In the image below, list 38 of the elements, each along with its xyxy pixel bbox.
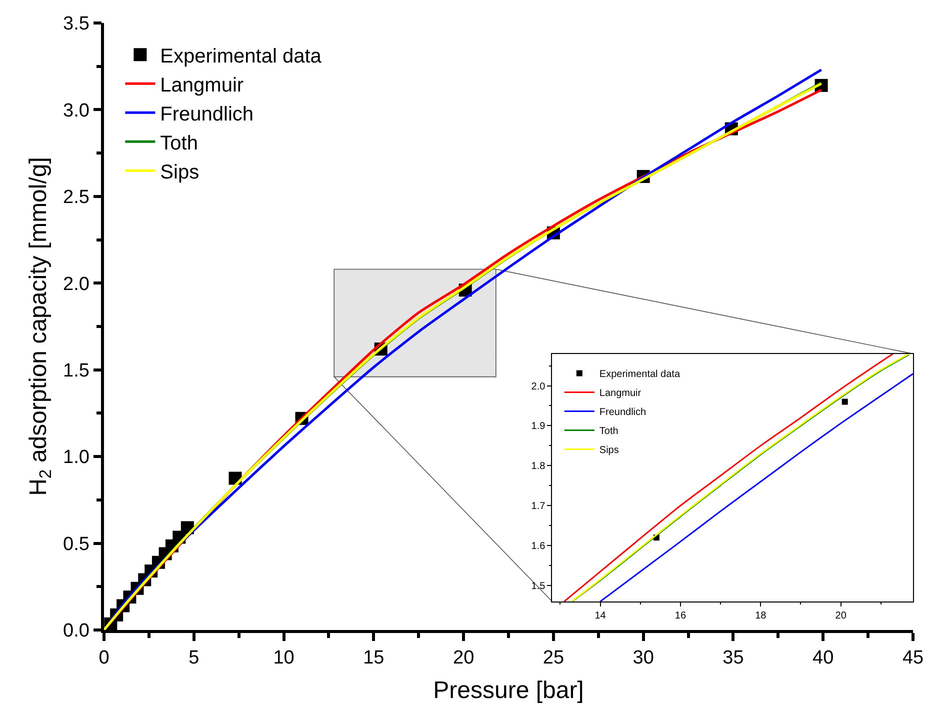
legend-label: Toth (160, 132, 198, 154)
x-tick-label: 25 (542, 648, 564, 669)
x-tick-label: 30 (632, 648, 654, 669)
y-tick-label: 3.0 (63, 100, 90, 122)
y-tick-label: 2.0 (531, 381, 546, 392)
legend-label: Experimental data (160, 45, 322, 68)
x-tick-label: 15 (363, 648, 384, 669)
legend-label: Toth (599, 426, 618, 438)
legend-label: Sips (160, 161, 200, 184)
x-tick-label: 0 (98, 648, 110, 669)
legend-label: Langmuir (599, 388, 642, 400)
x-axis-title: Pressure [bar] (433, 676, 584, 704)
y-tick-label: 1.6 (531, 541, 546, 552)
x-tick-label: 20 (835, 610, 847, 622)
x-tick-label: 14 (594, 610, 606, 622)
x-tick-label: 5 (188, 648, 200, 669)
legend-label: Freundlich (160, 103, 254, 126)
x-tick-label: 40 (812, 648, 834, 669)
x-tick-label: 45 (902, 648, 924, 669)
y-tick-label: 1.0 (63, 447, 90, 468)
x-tick-label: 20 (452, 648, 474, 669)
y-tick-label: 1.5 (63, 360, 90, 382)
legend-label: Experimental data (599, 369, 680, 380)
x-tick-label: 10 (273, 648, 294, 669)
y-tick-label: 1.9 (531, 421, 546, 432)
y-tick-label: 0.5 (63, 534, 90, 555)
legend-label: Langmuir (160, 74, 244, 96)
y-tick-label: 1.7 (531, 501, 546, 512)
y-tick-label: 2.0 (63, 274, 90, 295)
y-tick-label: 0.0 (63, 620, 90, 642)
x-tick-label: 16 (674, 610, 686, 622)
x-tick-label: 35 (722, 648, 744, 669)
legend-label: Sips (599, 445, 619, 456)
legend-label: Freundlich (599, 407, 646, 418)
y-tick-label: 1.8 (531, 461, 546, 472)
y-tick-label: 3.5 (63, 14, 90, 35)
x-tick-label: 18 (755, 610, 767, 622)
y-tick-label: 2.5 (63, 187, 90, 208)
